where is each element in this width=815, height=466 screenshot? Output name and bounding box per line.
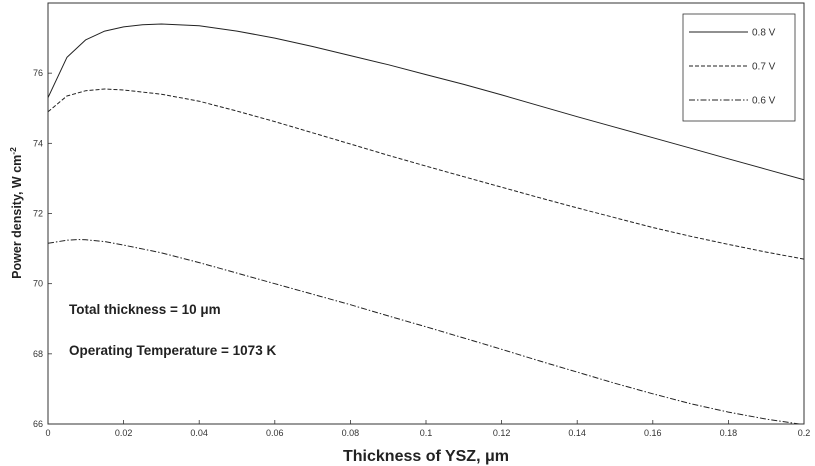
x-tick-label: 0.04 — [190, 428, 208, 438]
legend-box — [682, 13, 796, 122]
x-tick-label: 0.12 — [493, 428, 511, 438]
x-tick-label: 0.2 — [798, 428, 811, 438]
x-tick-label: 0 — [45, 428, 50, 438]
x-axis-title: Thickness of YSZ, μm — [343, 448, 509, 465]
plot-area — [47, 2, 805, 425]
x-tick-label: 0.16 — [644, 428, 662, 438]
legend-label-0.7v: 0.7 V — [752, 62, 776, 73]
annotation-total-thickness: Total thickness = 10 μm — [69, 302, 221, 317]
series-lines — [48, 23, 804, 424]
series-line-0.8v — [48, 23, 804, 181]
y-tick-label: 66 — [33, 419, 43, 429]
x-tick-label: 0.1 — [420, 428, 433, 438]
y-tick-label: 74 — [33, 138, 43, 148]
legend: 0.8 V 0.7 V 0.6 V — [682, 13, 796, 122]
y-tick-label: 76 — [33, 68, 43, 78]
x-tick-label: 0.14 — [568, 428, 586, 438]
y-axis-title-main: Power density, W cm — [10, 155, 24, 279]
axis-ticks: 0 0.02 0.04 0.06 0.08 0.1 0.12 0.14 0.16 0.18 0.2 6… — [33, 68, 810, 438]
x-tick-label: 0.06 — [266, 428, 284, 438]
y-tick-label: 72 — [33, 209, 43, 219]
annotations: Total thickness = 10 μm Operating Temper… — [69, 302, 276, 358]
y-tick-label: 68 — [33, 349, 43, 359]
y-axis-title: Power density, W cm-2 — [8, 147, 24, 279]
x-tick-label: 0.02 — [115, 428, 133, 438]
legend-label-0.6v: 0.6 V — [752, 96, 776, 107]
y-axis-title-exponent: -2 — [8, 147, 18, 155]
legend-label-0.8v: 0.8 V — [752, 28, 776, 39]
y-tick-label: 70 — [33, 279, 43, 289]
x-tick-label: 0.18 — [720, 428, 738, 438]
x-tick-label: 0.08 — [342, 428, 360, 438]
series-line-0.6v — [48, 239, 803, 424]
series-line-0.7v — [48, 88, 804, 260]
annotation-operating-temperature: Operating Temperature = 1073 K — [69, 343, 276, 358]
